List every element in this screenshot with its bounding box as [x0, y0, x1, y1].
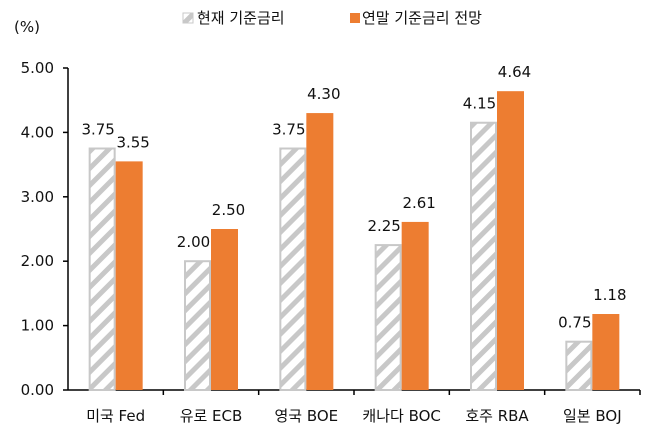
legend-swatch-current [182, 12, 194, 24]
bar-current [374, 244, 402, 391]
y-tick-label: 0.00 [21, 381, 54, 399]
y-axis-label: (%) [14, 18, 40, 36]
x-tick-label: 미국 Fed [86, 407, 145, 425]
data-label-current: 3.75 [272, 121, 305, 139]
data-label-forecast: 2.50 [212, 201, 245, 219]
y-tick-label: 5.00 [21, 59, 54, 77]
x-tick-label: 유로 ECB [180, 407, 243, 425]
data-label-forecast: 2.61 [402, 194, 435, 212]
data-label-current: 0.75 [558, 314, 591, 332]
data-label-forecast: 1.18 [593, 286, 626, 304]
bar-forecast [592, 314, 620, 390]
x-tick-label: 캐나다 BOC [362, 407, 440, 425]
data-label-forecast: 3.55 [116, 133, 149, 151]
bar-current [88, 147, 116, 391]
x-tick-label: 영국 BOE [274, 407, 338, 425]
bar-forecast [306, 113, 334, 390]
data-label-current: 2.25 [367, 217, 400, 235]
data-label-current: 3.75 [81, 121, 114, 139]
y-tick-label: 2.00 [21, 252, 54, 270]
legend-label-current: 현재 기준금리 [197, 9, 285, 27]
bar-current [279, 147, 307, 391]
bar-forecast [211, 229, 238, 390]
data-label-current: 4.15 [463, 95, 496, 113]
data-label-forecast: 4.30 [307, 85, 340, 103]
y-tick-label: 3.00 [21, 188, 54, 206]
legend: 현재 기준금리 연말 기준금리 전망 [182, 9, 482, 27]
x-tick-label: 호주 RBA [465, 407, 529, 425]
y-tick-label: 1.00 [21, 317, 54, 335]
legend-label-forecast: 연말 기준금리 전망 [362, 9, 482, 27]
bar-forecast [115, 161, 143, 390]
data-label-current: 2.00 [177, 233, 210, 251]
y-tick-label: 4.00 [21, 123, 54, 141]
bar-current [470, 121, 497, 392]
bar-forecast [401, 221, 429, 390]
bar-current [565, 340, 593, 392]
legend-swatch-forecast [350, 13, 360, 23]
bar-current [184, 260, 211, 392]
data-label-forecast: 4.64 [498, 63, 531, 81]
x-tick-label: 일본 BOJ [563, 407, 622, 425]
bar-forecast [497, 91, 524, 391]
